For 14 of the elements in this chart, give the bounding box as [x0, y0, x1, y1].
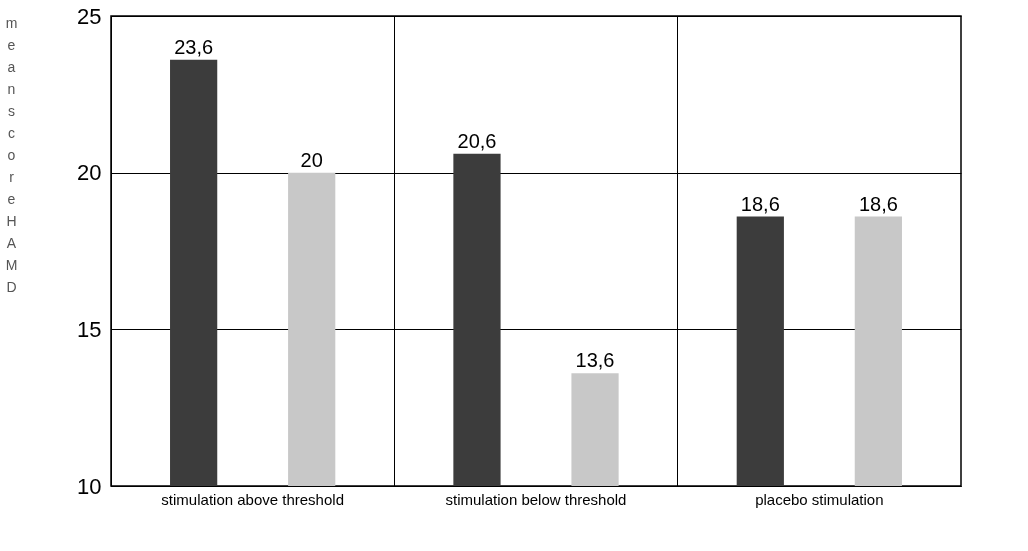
x-tick-label: placebo stimulation — [755, 490, 884, 508]
text: mean score HAMD — [5, 14, 18, 295]
y-tick-label: 10 — [77, 473, 102, 499]
data-label: 18,6 — [858, 192, 898, 215]
x-tick-label: stimulation below threshold — [445, 490, 627, 508]
y-tick-label: 15 — [77, 316, 102, 342]
x-tick-label: stimulation above threshold — [161, 490, 344, 508]
data-label: 18,6 — [740, 192, 780, 215]
data-label: 20,6 — [457, 129, 497, 152]
data-label: 20 — [300, 148, 323, 171]
data-label: 13,6 — [575, 349, 615, 372]
y-tick-label: 25 — [77, 3, 102, 29]
data-label: 23,6 — [174, 35, 214, 58]
y-tick-label: 20 — [77, 160, 102, 186]
